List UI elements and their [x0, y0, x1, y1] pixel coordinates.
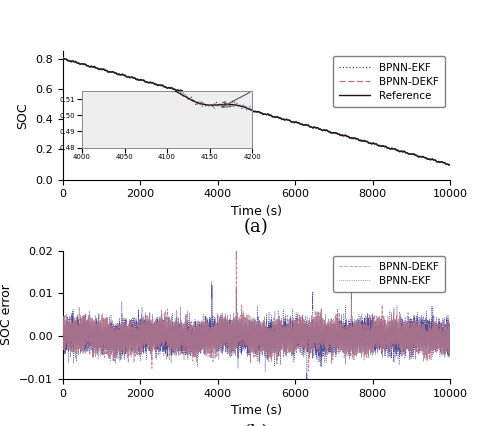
- BPNN-DEKF: [249, 108, 255, 113]
- BPNN-DEKF: [76, 340, 82, 345]
- BPNN-EKF: [249, 108, 255, 113]
- BPNN-DEKF: [60, 56, 66, 61]
- BPNN-EKF: [82, 345, 88, 351]
- Reference: [446, 162, 452, 167]
- BPNN-EKF: [249, 326, 255, 331]
- Text: (b): (b): [244, 424, 269, 426]
- Y-axis label: SOC: SOC: [16, 102, 30, 129]
- Legend: BPNN-EKF, BPNN-DEKF, Reference: BPNN-EKF, BPNN-DEKF, Reference: [333, 56, 445, 107]
- BPNN-EKF: [136, 337, 141, 343]
- BPNN-EKF: [61, 313, 67, 318]
- BPNN-DEKF: [60, 56, 66, 61]
- BPNN-DEKF: [76, 61, 82, 66]
- BPNN-DEKF: [82, 62, 88, 67]
- Reference: [136, 77, 141, 82]
- Reference: [82, 62, 88, 67]
- BPNN-DEKF: [426, 156, 432, 161]
- Line: BPNN-EKF: BPNN-EKF: [62, 274, 450, 390]
- Reference: [447, 162, 453, 167]
- BPNN-EKF: [426, 316, 432, 321]
- Line: BPNN-EKF: BPNN-EKF: [62, 58, 450, 165]
- Line: BPNN-DEKF: BPNN-DEKF: [62, 249, 450, 371]
- BPNN-DEKF: [136, 78, 141, 83]
- BPNN-EKF: [304, 387, 310, 392]
- BPNN-DEKF: [60, 342, 66, 347]
- BPNN-EKF: [76, 60, 82, 66]
- BPNN-DEKF: [306, 368, 312, 374]
- Text: (a): (a): [244, 219, 268, 236]
- Reference: [62, 56, 68, 61]
- BPNN-EKF: [60, 56, 66, 61]
- Legend: BPNN-DEKF, BPNN-EKF: BPNN-DEKF, BPNN-EKF: [333, 256, 445, 292]
- BPNN-EKF: [60, 332, 66, 337]
- BPNN-DEKF: [62, 56, 68, 61]
- BPNN-DEKF: [447, 162, 453, 167]
- Reference: [426, 157, 432, 162]
- BPNN-EKF: [447, 162, 453, 167]
- BPNN-DEKF: [136, 333, 141, 338]
- X-axis label: Time (s): Time (s): [231, 205, 282, 218]
- BPNN-DEKF: [82, 315, 88, 320]
- X-axis label: Time (s): Time (s): [231, 404, 282, 417]
- Reference: [249, 108, 255, 113]
- Line: BPNN-DEKF: BPNN-DEKF: [62, 58, 450, 165]
- Bar: [216, 100, 220, 109]
- BPNN-DEKF: [446, 163, 452, 168]
- BPNN-EKF: [136, 77, 141, 82]
- BPNN-DEKF: [234, 247, 239, 252]
- BPNN-EKF: [447, 334, 453, 339]
- BPNN-DEKF: [447, 342, 453, 347]
- Y-axis label: SOC error: SOC error: [0, 285, 13, 345]
- BPNN-EKF: [446, 163, 452, 168]
- BPNN-EKF: [348, 272, 354, 277]
- Reference: [76, 60, 82, 66]
- BPNN-EKF: [60, 56, 66, 61]
- Reference: [60, 56, 66, 61]
- BPNN-DEKF: [61, 339, 67, 344]
- BPNN-DEKF: [426, 325, 432, 330]
- Line: Reference: Reference: [62, 58, 450, 165]
- BPNN-DEKF: [249, 336, 255, 341]
- BPNN-EKF: [82, 62, 88, 67]
- Reference: [60, 56, 66, 61]
- BPNN-EKF: [76, 322, 82, 327]
- BPNN-EKF: [426, 157, 432, 162]
- BPNN-EKF: [62, 56, 68, 61]
